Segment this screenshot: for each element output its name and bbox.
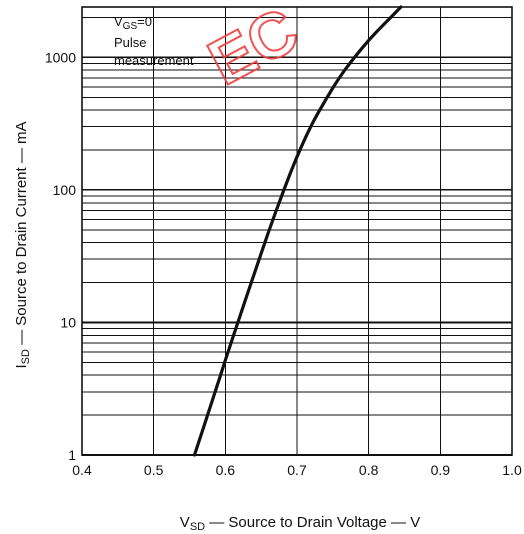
x-axis-title-subscript: SD — [190, 521, 205, 533]
y-tick-label: 1000 — [45, 49, 76, 65]
x-tick-label: 0.7 — [287, 462, 307, 478]
watermark: EC — [197, 0, 309, 99]
annotation-vgs-symbol: V — [114, 14, 123, 29]
series-group — [192, 5, 403, 457]
x-axis-title-text: — Source to Drain Voltage — V — [205, 514, 420, 531]
x-axis-title: VSD — Source to Drain Voltage — V — [180, 514, 420, 533]
y-axis-title-text: — Source to Drain Current — mA — [13, 121, 30, 349]
annotation-vgs-subscript: GS — [123, 21, 138, 32]
y-tick-labels: 1 10 100 1000 — [45, 49, 76, 463]
y-axis-title-symbol: I — [13, 364, 30, 368]
grid — [81, 7, 513, 456]
x-tick-label: 0.6 — [216, 462, 236, 478]
y-tick-label: 10 — [60, 314, 76, 330]
annotation-vgs-value: =0 — [137, 14, 152, 29]
y-tick-label: 100 — [53, 182, 77, 198]
annotation-measurement: measurement — [114, 53, 194, 68]
x-tick-labels: 0.4 0.5 0.6 0.7 0.8 0.9 1.0 — [72, 462, 522, 478]
x-tick-label: 0.5 — [144, 462, 164, 478]
series-line — [192, 5, 403, 457]
y-axis-title-subscript: SD — [20, 349, 32, 364]
annotation-vgs: VGS=0 — [114, 14, 152, 32]
x-tick-label: 1.0 — [502, 462, 522, 478]
plot-frame — [81, 6, 513, 456]
x-axis-title-symbol: V — [180, 514, 190, 531]
y-tick-label: 1 — [68, 447, 76, 463]
y-axis-title: ISD — Source to Drain Current — mA — [13, 121, 32, 368]
x-tick-label: 0.9 — [431, 462, 451, 478]
x-tick-label: 0.8 — [359, 462, 379, 478]
annotation-pulse: Pulse — [114, 35, 147, 50]
x-tick-label: 0.4 — [72, 462, 92, 478]
